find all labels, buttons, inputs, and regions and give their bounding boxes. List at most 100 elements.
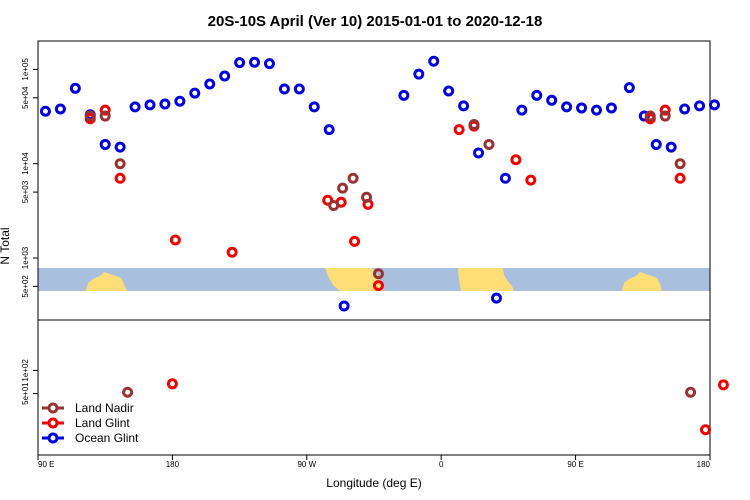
land-mass xyxy=(622,272,662,291)
land-nadir-point xyxy=(372,268,384,280)
y-tick-label: 5e+01 xyxy=(21,382,30,405)
ocean-glint-point xyxy=(69,82,81,94)
land-glint-point xyxy=(99,104,111,116)
legend-marker-land-glint xyxy=(47,417,59,429)
land-glint-point xyxy=(226,246,238,258)
ocean-glint-point xyxy=(144,99,156,111)
legend-label-ocean-glint: Ocean Glint xyxy=(75,431,139,445)
ocean-glint-point xyxy=(443,85,455,97)
ocean-glint-point xyxy=(576,102,588,114)
land-glint-point xyxy=(349,235,361,247)
land-nadir-point xyxy=(644,110,656,122)
x-tick-label: 180 xyxy=(166,460,180,469)
y-tick-label: 5e+03 xyxy=(21,180,30,203)
ocean-glint-point xyxy=(278,83,290,95)
land-nadir-point xyxy=(84,110,96,122)
land-mass xyxy=(325,268,383,291)
legend-label-land-nadir: Land Nadir xyxy=(75,401,134,415)
ocean-glint-point xyxy=(204,78,216,90)
ocean-glint-point xyxy=(623,82,635,94)
ocean-glint-point xyxy=(531,89,543,101)
land-nadir-point xyxy=(361,191,373,203)
ocean-glint-point xyxy=(650,138,662,150)
ocean-glint-point xyxy=(308,101,320,113)
y-tick-label: 5e+02 xyxy=(21,275,30,298)
land-nadir-point xyxy=(347,172,359,184)
y-axis-label: N Total xyxy=(0,227,12,264)
ocean-glint-point xyxy=(428,55,440,67)
land-glint-point xyxy=(372,280,384,292)
ocean-glint-point xyxy=(114,141,126,153)
land-glint-point xyxy=(717,379,729,391)
land-mass xyxy=(458,268,514,291)
ocean-glint-point xyxy=(679,103,691,115)
ocean-glint-point xyxy=(665,141,677,153)
land-nadir-point xyxy=(122,386,134,398)
ocean-glint-point xyxy=(234,57,246,69)
land-nadir-point xyxy=(685,386,697,398)
ocean-glint-point xyxy=(561,101,573,113)
land-nadir-point xyxy=(674,158,686,170)
x-axis: 90 E 180 90 W 0 90 E 180 xyxy=(37,455,711,469)
y-tick-label: 1e+05 xyxy=(21,58,30,81)
ocean-glint-point xyxy=(499,172,511,184)
ocean-glint-point xyxy=(293,83,305,95)
x-tick-label: 90 E xyxy=(567,460,583,469)
y-tick-label: 5e+04 xyxy=(21,86,30,109)
land-glint-point xyxy=(510,154,522,166)
legend-label-land-glint: Land Glint xyxy=(75,416,130,430)
ocean-glint-point xyxy=(39,105,51,117)
ocean-glint-point xyxy=(189,87,201,99)
ocean-glint-point xyxy=(219,70,231,82)
land-nadir-point xyxy=(328,200,340,212)
chart-title: 20S-10S April (Ver 10) 2015-01-01 to 202… xyxy=(208,13,543,30)
x-axis-label: Longitude (deg E) xyxy=(326,476,421,490)
ocean-glint-point xyxy=(605,102,617,114)
ocean-glint-point xyxy=(546,94,558,106)
legend-marker-ocean-glint xyxy=(47,432,59,444)
y-tick-label: 1e+04 xyxy=(21,152,30,175)
ocean-glint-point xyxy=(708,99,720,111)
land-nadir-point xyxy=(337,182,349,194)
ocean-glint-point xyxy=(249,56,261,68)
land-nadir-point xyxy=(99,110,111,122)
ocean-glint-point xyxy=(473,147,485,159)
y-tick-label: 1e+03 xyxy=(21,246,30,269)
land-glint-point xyxy=(169,234,181,246)
ocean-glint-point xyxy=(99,138,111,150)
ocean-glint-point xyxy=(490,292,502,304)
land-glint-point xyxy=(114,172,126,184)
ocean-glint-point xyxy=(413,68,425,80)
x-tick-label: 90 E xyxy=(38,460,54,469)
ocean-glint-point xyxy=(159,98,171,110)
land-nadir-point xyxy=(468,119,480,131)
land-glint-point xyxy=(525,174,537,186)
land-glint-point xyxy=(659,104,671,116)
x-tick-label: 180 xyxy=(697,460,711,469)
ocean-glint-point xyxy=(516,104,528,116)
ocean-glint-point xyxy=(338,300,350,312)
land-glint-point xyxy=(322,194,334,206)
land-nadir-point xyxy=(483,138,495,150)
data-points xyxy=(39,55,729,436)
land-glint-point xyxy=(166,378,178,390)
ocean-glint-point xyxy=(398,89,410,101)
land-mass xyxy=(86,272,127,291)
legend-marker-land-nadir xyxy=(47,402,59,414)
ocean-glint-point xyxy=(174,95,186,107)
ocean-glint-point xyxy=(323,124,335,136)
land-nadir-point xyxy=(659,110,671,122)
ocean-glint-point xyxy=(591,104,603,116)
y-tick-label: 1e+02 xyxy=(21,359,30,382)
ocean-glint-point xyxy=(458,100,470,112)
lower-panel-frame xyxy=(37,319,711,456)
ocean-glint-point xyxy=(263,58,275,70)
land-nadir-point xyxy=(114,158,126,170)
map-strip xyxy=(38,268,710,291)
land-glint-point xyxy=(453,124,465,136)
land-glint-point xyxy=(674,172,686,184)
x-tick-label: 0 xyxy=(439,460,444,469)
